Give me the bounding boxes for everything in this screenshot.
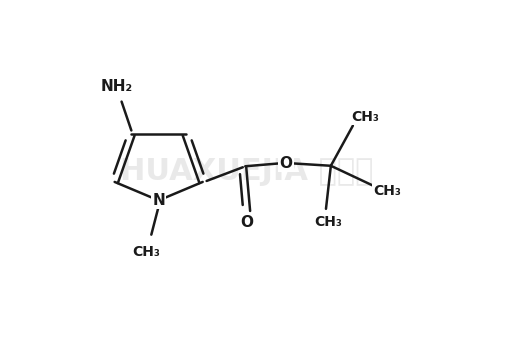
Text: NH₂: NH₂ bbox=[101, 79, 133, 94]
Text: CH₃: CH₃ bbox=[132, 245, 161, 259]
Text: CH₃: CH₃ bbox=[351, 110, 379, 124]
Text: CH₃: CH₃ bbox=[373, 184, 401, 198]
Text: HUAXUEJIA 特惠加: HUAXUEJIA 特惠加 bbox=[120, 157, 373, 186]
Text: O: O bbox=[240, 214, 253, 230]
Text: N: N bbox=[152, 193, 165, 208]
Text: CH₃: CH₃ bbox=[314, 215, 342, 229]
Text: O: O bbox=[280, 156, 292, 171]
